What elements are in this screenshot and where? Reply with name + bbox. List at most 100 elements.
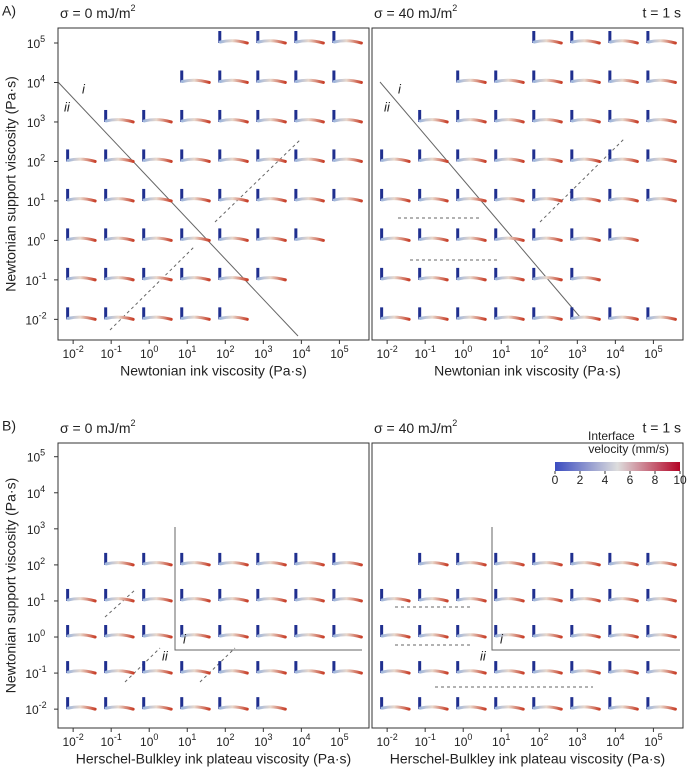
filament — [646, 669, 677, 675]
nozzle — [532, 697, 536, 710]
filament — [494, 669, 525, 675]
nozzle — [218, 552, 222, 565]
filament — [180, 669, 211, 675]
nozzle — [456, 188, 460, 201]
x-axis-label: Newtonian ink viscosity (Pa·s) — [120, 363, 307, 379]
filament-glyph — [256, 588, 287, 603]
filament-glyph — [532, 552, 563, 567]
filament-glyph — [608, 588, 639, 603]
filament — [104, 118, 135, 124]
filament-glyph — [380, 307, 411, 321]
regime-label: ii — [64, 99, 71, 114]
plot-frame — [57, 442, 370, 729]
nozzle — [66, 228, 70, 241]
nozzle — [256, 70, 260, 83]
nozzle — [256, 228, 260, 241]
filament — [608, 197, 639, 203]
time-label: t = 1 s — [642, 5, 681, 21]
filament — [218, 118, 249, 124]
filament-glyph — [104, 267, 135, 282]
x-tick-label: 103 — [254, 344, 272, 361]
filament — [104, 236, 135, 242]
nozzle — [532, 228, 536, 241]
filament-glyph — [380, 267, 411, 282]
x-tick-label: 100 — [140, 344, 158, 361]
nozzle — [532, 70, 536, 83]
nozzle — [104, 228, 108, 241]
y-axis-label: Newtonian support viscosity (Pa·s) — [3, 478, 19, 694]
filament-glyph — [218, 697, 249, 711]
x-tick-label: 102 — [216, 732, 234, 749]
filament — [256, 39, 287, 45]
filament-glyph — [218, 149, 249, 163]
nozzle — [608, 70, 612, 83]
nozzle — [380, 188, 384, 201]
filament-glyph — [66, 188, 97, 203]
filament — [218, 669, 249, 675]
nozzle — [570, 228, 574, 241]
nozzle — [532, 552, 536, 565]
nozzle — [180, 307, 184, 320]
filament-glyph — [66, 588, 97, 603]
nozzle — [418, 149, 422, 162]
filament-glyph — [380, 697, 411, 711]
filament — [332, 669, 363, 675]
filament-glyph — [456, 109, 487, 124]
filament-glyph — [608, 149, 639, 163]
filament — [532, 197, 563, 203]
filament — [532, 561, 563, 567]
filament-glyph — [646, 697, 677, 711]
nozzle — [456, 228, 460, 241]
x-tick-label: 105 — [644, 344, 662, 361]
filament-glyph — [294, 228, 325, 242]
filament — [570, 197, 601, 203]
nozzle — [218, 70, 222, 83]
filament-glyph — [180, 552, 211, 567]
filament-glyph — [218, 70, 249, 84]
colorbar-tick-label: 4 — [602, 473, 609, 487]
nozzle — [142, 109, 146, 122]
filament-glyph — [332, 149, 363, 163]
filament-glyph — [142, 625, 173, 639]
nozzle — [456, 697, 460, 710]
filament-glyph — [418, 661, 449, 675]
regime-label: i — [398, 81, 402, 96]
filament-glyph — [608, 307, 639, 321]
filament-glyph — [646, 552, 677, 567]
filament — [256, 561, 287, 567]
x-tick-label: 100 — [140, 732, 158, 749]
filament-glyph — [332, 588, 363, 603]
filament — [532, 118, 563, 124]
nozzle — [418, 588, 422, 601]
nozzle — [418, 109, 422, 122]
filament-glyph — [646, 70, 677, 84]
filament-glyph — [494, 188, 525, 203]
filament-glyph — [532, 109, 563, 124]
filament — [256, 157, 287, 163]
nozzle — [646, 31, 650, 44]
y-tick-label: 10-2 — [25, 311, 46, 328]
filament-glyph — [532, 149, 563, 163]
filament-glyph — [494, 228, 525, 242]
filament-glyph — [418, 697, 449, 711]
nozzle — [570, 188, 574, 201]
nozzle — [180, 588, 184, 601]
y-tick-label: 100 — [27, 232, 45, 249]
nozzle — [332, 661, 336, 674]
filament — [456, 78, 487, 84]
filament-glyph — [256, 31, 287, 45]
filament — [380, 705, 411, 711]
filament-glyph — [456, 149, 487, 163]
filament — [608, 561, 639, 567]
filament-glyph — [418, 228, 449, 242]
filament-glyph — [180, 228, 211, 242]
regime-label: i — [82, 81, 86, 96]
filament — [104, 276, 135, 282]
filament — [218, 561, 249, 567]
y-axis-label: Newtonian support viscosity (Pa·s) — [3, 76, 19, 292]
nozzle — [294, 661, 298, 674]
filament — [608, 78, 639, 84]
filament — [608, 157, 639, 163]
colorbar-tick-label: 2 — [577, 473, 584, 487]
